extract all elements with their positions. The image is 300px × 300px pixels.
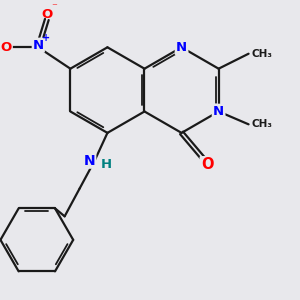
Text: N: N	[84, 154, 95, 168]
Text: N: N	[213, 105, 224, 118]
Text: O: O	[41, 8, 52, 21]
Text: CH₃: CH₃	[252, 49, 273, 59]
Text: O: O	[201, 158, 214, 172]
Text: N: N	[33, 39, 44, 52]
Text: ⁻: ⁻	[52, 2, 58, 13]
Text: N: N	[176, 41, 187, 54]
Text: CH₃: CH₃	[252, 119, 273, 129]
Text: O: O	[1, 41, 12, 54]
Text: H: H	[101, 158, 112, 172]
Text: +: +	[42, 33, 50, 43]
